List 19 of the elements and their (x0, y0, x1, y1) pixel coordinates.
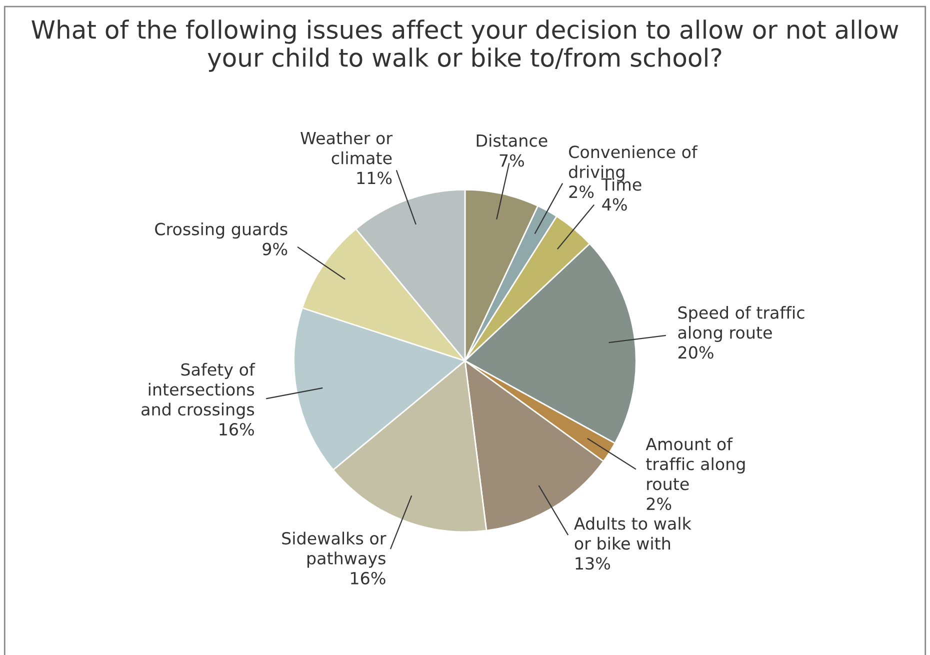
data-label: 4% (602, 198, 627, 211)
slice-label: Crossing guards (155, 222, 288, 239)
data-label: 16% (351, 572, 386, 584)
data-label: 2% (569, 185, 594, 198)
slice-label: Amount of traffic along route (646, 437, 745, 490)
slice-label: Distance (476, 134, 548, 147)
slice-label: Sidewalks or pathways (282, 532, 386, 568)
data-label: 2% (646, 498, 672, 510)
slice-label: Safety of intersections and crossings (142, 362, 256, 419)
data-label: 16% (220, 422, 254, 436)
data-label: 20% (678, 346, 714, 359)
data-label: 7% (500, 154, 524, 167)
slice-label: Weather or climate (300, 132, 393, 164)
data-label: 13% (576, 557, 610, 570)
data-label: 11% (357, 172, 392, 184)
slice-label: Adults to walk or bike with (574, 516, 692, 550)
data-label: 9% (262, 242, 288, 256)
slice-label: Speed of traffic along route (678, 306, 804, 342)
chart-title: What of the following issues affect your decision to allow or not allow your child to walk or bike to/from school? (32, 20, 898, 72)
